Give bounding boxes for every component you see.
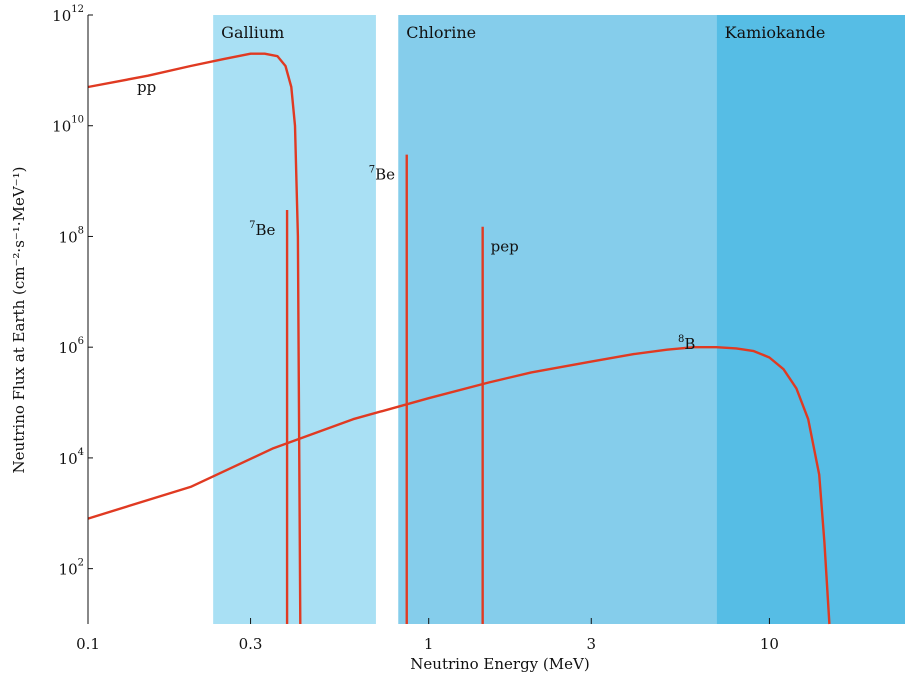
line-label-7be-0: 7Be bbox=[249, 220, 275, 239]
flux-curves: 7Be 7Be pep pp 8B bbox=[87, 52, 831, 625]
x-tick-label: 10 bbox=[760, 635, 779, 653]
y-tick-label: 108 bbox=[59, 225, 84, 246]
series-label-8b: 8B bbox=[678, 334, 695, 353]
band-kamiokande bbox=[716, 15, 905, 624]
band-label-chlorine: Chlorine bbox=[406, 23, 476, 42]
band-gallium bbox=[213, 15, 376, 624]
y-tick-label: 102 bbox=[59, 558, 84, 579]
x-tick-label: 0.3 bbox=[239, 635, 263, 653]
y-axis-title: Neutrino Flux at Earth (cm⁻²·s⁻¹·MeV⁻¹) bbox=[10, 167, 28, 474]
series-label-pp: pp bbox=[137, 78, 156, 96]
band-label-gallium: Gallium bbox=[221, 23, 284, 42]
x-tick-label: 0.1 bbox=[76, 635, 100, 653]
y-tick-label: 104 bbox=[59, 447, 84, 468]
detector-bands: Gallium Chlorine Kamiokande bbox=[213, 15, 905, 624]
line-label-pep-2: pep bbox=[491, 238, 519, 256]
y-tick-label: 1010 bbox=[52, 115, 84, 136]
y-tick-label: 1012 bbox=[52, 4, 84, 25]
line-label-7be-1: 7Be bbox=[369, 165, 395, 184]
chart-texts: Neutrino Energy (MeV) Neutrino Flux at E… bbox=[10, 167, 590, 673]
band-chlorine bbox=[398, 15, 717, 624]
x-tick-label: 1 bbox=[424, 635, 434, 653]
y-tick-label: 106 bbox=[59, 336, 84, 357]
series-pp-line bbox=[87, 52, 302, 625]
band-label-kamiokande: Kamiokande bbox=[725, 23, 826, 42]
tick-labels: 0.1 0.3 1 3 10 102 104 106 108 1010 1012 bbox=[52, 4, 779, 653]
x-tick-label: 3 bbox=[586, 635, 596, 653]
series-8b-line bbox=[87, 346, 831, 625]
x-axis-title: Neutrino Energy (MeV) bbox=[410, 655, 589, 673]
